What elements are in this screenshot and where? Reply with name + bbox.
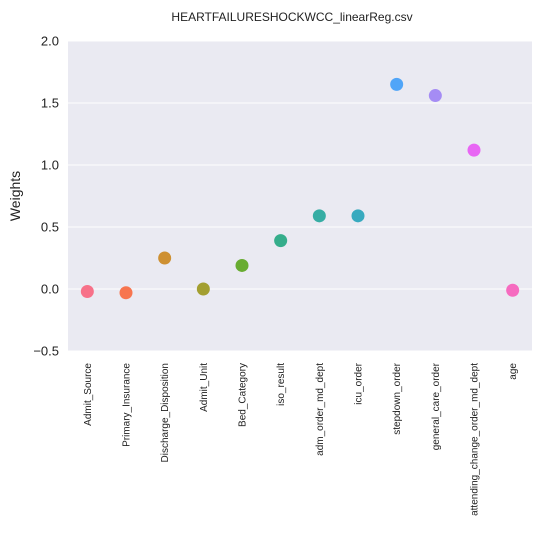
x-tick-label: adm_order_md_dept	[315, 363, 326, 456]
y-axis-ticks: −0.5 0.0 0.5 1.0 1.5 2.0	[33, 34, 59, 359]
x-tick-label: general_care_order	[431, 362, 442, 450]
x-tick-label: iso_result	[276, 363, 287, 406]
x-tick-label: Admit_Source	[83, 363, 94, 426]
x-tick-label: icu_order	[354, 362, 365, 404]
x-tick-label: Admit_Unit	[199, 363, 210, 412]
y-tick-label: 1.0	[41, 158, 59, 173]
data-point-general-care-order	[429, 89, 442, 102]
data-point-iso-result	[274, 234, 287, 247]
x-tick-label: attending_change_order_md_dept	[470, 363, 481, 516]
data-point-admit-source	[81, 285, 94, 298]
data-point-admit-unit	[197, 283, 210, 296]
data-point-discharge-disposition	[158, 252, 171, 265]
y-tick-label: 0.0	[41, 282, 59, 297]
y-tick-label: 2.0	[41, 34, 59, 49]
data-point-age	[506, 284, 519, 297]
x-tick-label: Primary_Insurance	[122, 363, 133, 447]
y-axis-label: Weights	[7, 171, 23, 221]
data-point-attending-change-order-md-dept	[468, 144, 481, 157]
data-point-bed-category	[236, 259, 249, 272]
y-tick-label: 1.5	[41, 96, 59, 111]
x-tick-label: Bed_Category	[238, 363, 249, 427]
data-point-stepdown-order	[390, 78, 403, 91]
x-tick-label: age	[508, 363, 519, 380]
data-point-adm-order-md-dept	[313, 209, 326, 222]
chart-title: HEARTFAILURESHOCKWCC_linearReg.csv	[171, 10, 412, 24]
data-point-primary-insurance	[120, 286, 133, 299]
plot-area	[68, 41, 532, 351]
y-tick-label: −0.5	[33, 344, 59, 359]
x-axis-ticks: Admit_Source Primary_Insurance Discharge_D…	[83, 362, 519, 516]
x-tick-label: stepdown_order	[392, 362, 403, 434]
x-tick-label: Discharge_Disposition	[160, 363, 171, 463]
y-tick-label: 0.5	[41, 220, 59, 235]
data-point-icu-order	[352, 209, 365, 222]
